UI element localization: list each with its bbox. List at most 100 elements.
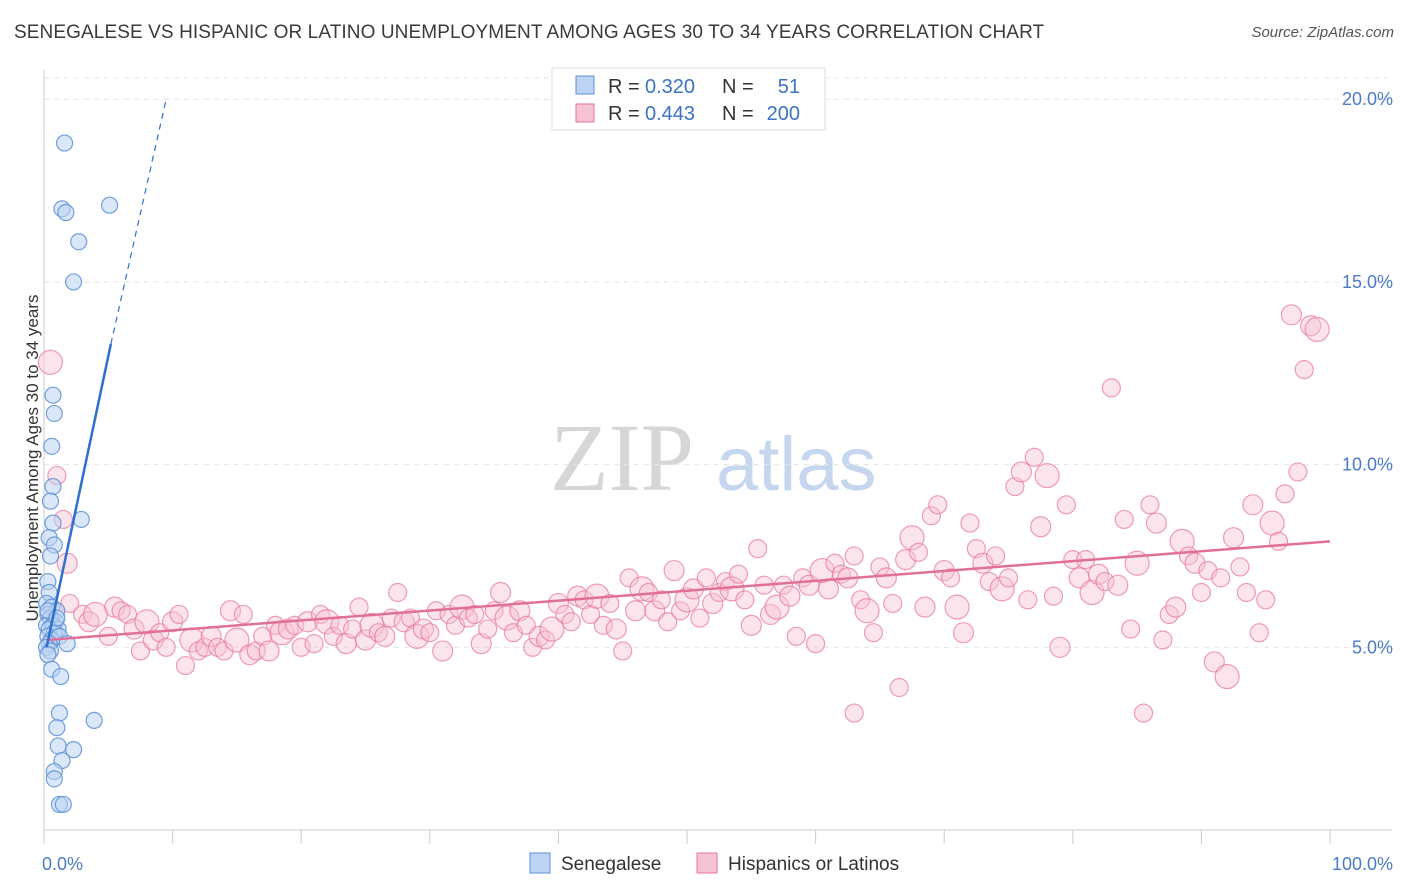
point-hispanics: [593, 615, 614, 635]
point-hispanics: [349, 597, 369, 617]
point-hispanics: [690, 608, 710, 628]
point-hispanics: [863, 623, 884, 643]
point-hispanics: [952, 622, 975, 644]
point-hispanics: [224, 627, 250, 653]
point-hispanics: [605, 618, 627, 640]
point-hispanics: [465, 604, 485, 625]
bottom-swatch-hispanics: [696, 852, 718, 874]
point-hispanics: [1249, 623, 1269, 643]
point-hispanics: [458, 608, 478, 628]
legend-swatch-hispanics: [575, 103, 595, 123]
chart-title: SENEGALESE VS HISPANIC OR LATINO UNEMPLO…: [14, 22, 1045, 43]
point-hispanics: [889, 677, 909, 698]
point-hispanics: [979, 571, 999, 592]
point-hispanics: [844, 703, 864, 723]
point-hispanics: [304, 634, 324, 654]
point-hispanics: [825, 553, 845, 573]
watermark: ZIP atlas: [550, 404, 877, 511]
point-hispanics: [941, 568, 961, 588]
point-hispanics: [420, 623, 440, 643]
point-hispanics: [388, 582, 408, 603]
point-hispanics: [368, 623, 388, 643]
point-senegalese: [49, 737, 67, 755]
point-hispanics: [817, 578, 840, 600]
point-hispanics: [555, 604, 575, 625]
point-hispanics: [509, 600, 531, 622]
point-hispanics: [1153, 630, 1173, 650]
legend-swatch-senegalese: [575, 75, 595, 95]
point-hispanics: [786, 626, 806, 646]
point-hispanics: [156, 637, 176, 657]
point-hispanics: [219, 600, 242, 622]
point-senegalese: [57, 203, 75, 222]
point-hispanics: [914, 596, 936, 618]
point-hispanics: [735, 590, 755, 610]
bottom-legend-hispanics: Hispanics or Latinos: [728, 854, 899, 875]
y-tick-label-1: 10.0%: [1342, 455, 1393, 475]
point-hispanics: [728, 564, 749, 584]
point-hispanics: [1242, 494, 1264, 516]
point-senegalese: [52, 667, 70, 686]
point-senegalese: [39, 646, 57, 664]
point-hispanics: [1214, 663, 1240, 690]
trend-lines: [45, 99, 1331, 648]
series-hispanics: [37, 304, 1330, 723]
legend-r-value-1: 0.320: [645, 76, 695, 98]
point-hispanics: [960, 513, 980, 533]
point-hispanics: [779, 585, 801, 607]
point-hispanics: [580, 604, 601, 625]
point-hispanics: [875, 567, 897, 589]
point-senegalese: [55, 134, 74, 152]
point-hispanics: [624, 600, 647, 622]
point-hispanics: [1107, 574, 1129, 596]
point-hispanics: [1114, 509, 1134, 530]
point-hispanics: [670, 601, 691, 621]
point-hispanics: [539, 616, 565, 642]
point-hispanics: [663, 559, 685, 582]
point-senegalese: [48, 719, 66, 737]
point-senegalese: [50, 704, 69, 722]
point-hispanics: [1280, 304, 1303, 326]
y-tick-label-2: 15.0%: [1342, 272, 1393, 292]
point-hispanics: [1230, 557, 1250, 577]
point-hispanics: [1288, 462, 1308, 482]
point-hispanics: [651, 590, 671, 610]
point-hispanics: [1294, 360, 1314, 380]
point-senegalese: [41, 492, 60, 510]
point-senegalese: [41, 547, 60, 565]
point-hispanics: [169, 604, 189, 625]
legend-top: R = 0.320 N = 51 R = 0.443 N = 200: [551, 67, 826, 131]
bottom-swatch-senegalese: [529, 852, 551, 874]
y-tick-label-3: 20.0%: [1342, 89, 1393, 109]
point-hispanics: [1211, 568, 1231, 588]
point-hispanics: [1101, 378, 1121, 398]
point-hispanics: [696, 568, 716, 588]
point-senegalese: [44, 477, 62, 496]
point-hispanics: [37, 349, 64, 375]
point-senegalese: [70, 233, 88, 251]
point-hispanics: [998, 568, 1019, 588]
point-hispanics: [1030, 516, 1052, 538]
point-hispanics: [1034, 462, 1060, 489]
point-hispanics: [740, 614, 762, 636]
point-hispanics: [1236, 582, 1257, 603]
watermark-zip: ZIP: [550, 404, 694, 511]
point-hispanics: [921, 506, 941, 526]
bottom-legend-senegalese: Senegalese: [561, 854, 661, 875]
point-hispanics: [613, 641, 633, 661]
point-hispanics: [323, 626, 343, 646]
point-senegalese: [45, 770, 63, 788]
point-hispanics: [600, 593, 620, 614]
point-senegalese: [54, 795, 72, 814]
point-hispanics: [111, 601, 131, 621]
point-hispanics: [1256, 590, 1276, 610]
point-hispanics: [851, 590, 871, 610]
point-hispanics: [1010, 461, 1032, 483]
point-hispanics: [854, 598, 880, 624]
point-hispanics: [142, 629, 164, 651]
point-senegalese: [45, 404, 63, 423]
point-hispanics: [489, 581, 512, 604]
point-senegalese: [44, 514, 62, 532]
point-hispanics: [175, 655, 196, 676]
